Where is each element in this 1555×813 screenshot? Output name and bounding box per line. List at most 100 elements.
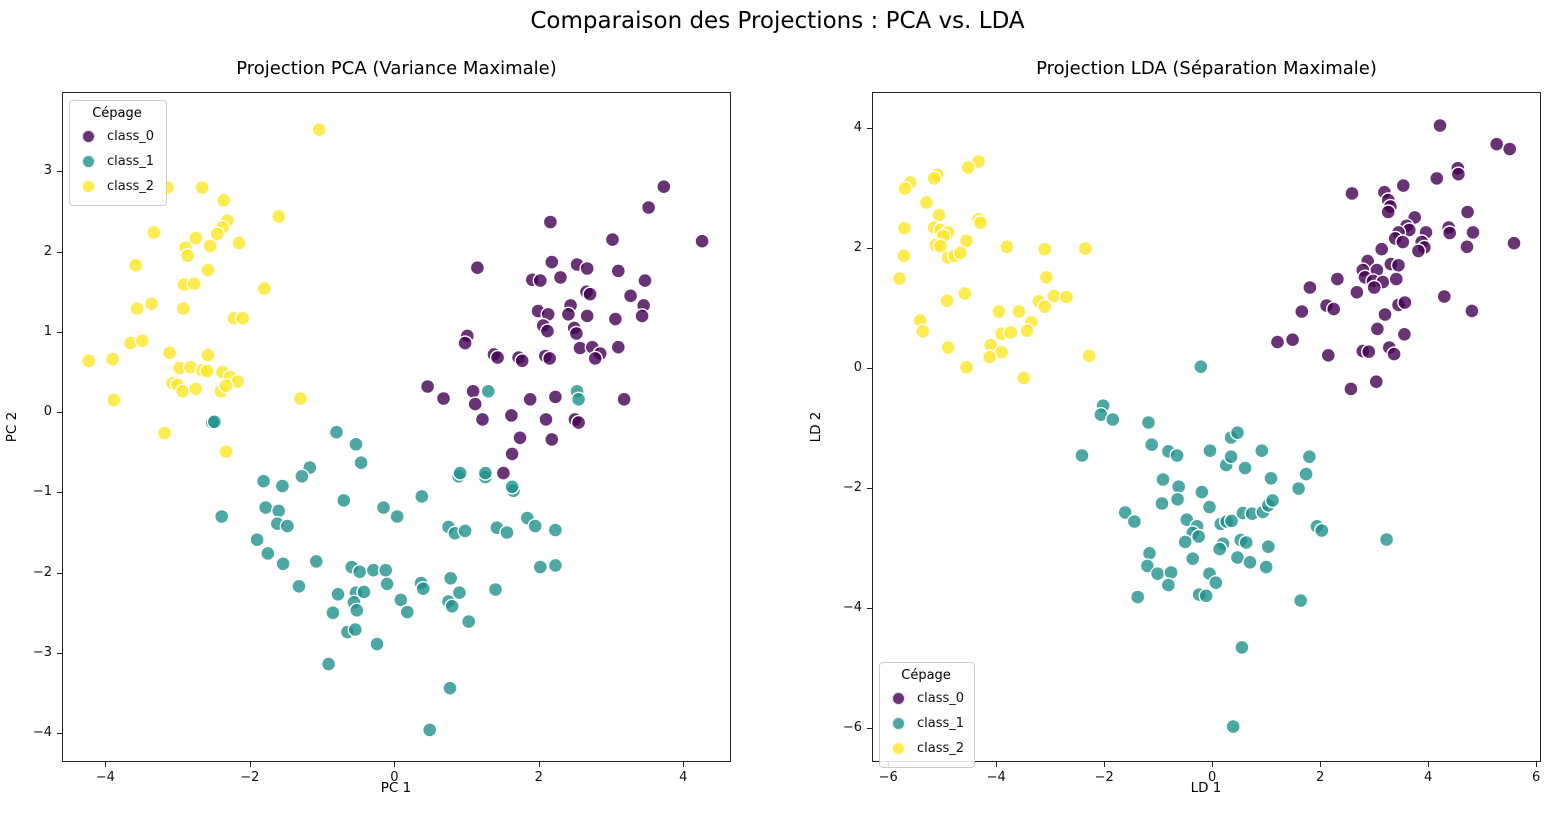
data-point-class_2	[1011, 303, 1027, 320]
pca-plot-area	[62, 92, 731, 762]
data-point-class_0	[1459, 239, 1475, 255]
legend-title: Cépage	[92, 106, 142, 121]
data-point-class_0	[489, 349, 506, 366]
y-tick-label: −4	[32, 725, 52, 741]
class-0-marker-icon	[892, 692, 905, 705]
y-tick-mark	[57, 733, 62, 735]
data-point-class_2	[896, 220, 913, 236]
data-point-class_1	[330, 586, 346, 602]
data-point-class_1	[1169, 491, 1186, 507]
data-point-class_1	[452, 465, 468, 481]
data-point-class_1	[308, 553, 325, 570]
data-point-class_1	[1260, 539, 1276, 555]
data-point-class_1	[275, 556, 291, 572]
data-point-class_1	[328, 424, 345, 440]
data-point-class_1	[457, 523, 473, 539]
data-point-class_1	[349, 602, 365, 618]
data-point-class_1	[1163, 564, 1179, 581]
data-point-class_1	[399, 604, 415, 620]
y-tick-mark	[867, 127, 872, 129]
data-point-class_1	[1225, 718, 1241, 735]
data-point-class_1	[1293, 592, 1309, 609]
data-point-class_1	[1234, 639, 1250, 656]
data-point-class_0	[495, 465, 512, 481]
data-point-class_1	[1301, 449, 1318, 465]
data-point-class_0	[419, 378, 436, 395]
data-point-class_1	[249, 532, 265, 548]
data-point-class_0	[542, 350, 558, 367]
data-point-class_1	[1212, 541, 1228, 557]
data-point-class_0	[640, 199, 657, 216]
data-point-class_1	[444, 598, 460, 614]
data-point-class_2	[891, 270, 908, 287]
data-point-class_2	[1037, 241, 1053, 257]
y-tick-mark	[867, 247, 872, 249]
data-point-class_2	[104, 351, 121, 367]
x-tick-mark	[1320, 762, 1322, 767]
data-point-class_2	[231, 235, 247, 251]
data-point-class_1	[415, 581, 431, 597]
y-tick-mark	[867, 487, 872, 489]
data-point-class_1	[1202, 443, 1218, 459]
x-tick-label: 2	[1316, 770, 1325, 785]
data-point-class_2	[200, 262, 216, 278]
data-point-class_1	[1126, 513, 1143, 530]
data-point-class_2	[200, 347, 216, 363]
class-1-marker-icon	[892, 717, 905, 730]
data-point-class_1	[257, 499, 274, 516]
y-tick-mark	[57, 412, 62, 414]
legend-item-class-0: class_0	[78, 124, 156, 149]
y-tick-label: −6	[842, 719, 862, 735]
data-point-class_1	[1201, 499, 1218, 515]
x-tick-mark	[1428, 762, 1430, 767]
data-point-class_0	[539, 323, 556, 339]
class-1-marker-icon	[82, 155, 95, 168]
data-point-class_2	[187, 381, 204, 397]
data-point-class_1	[451, 585, 468, 601]
x-tick-mark	[394, 762, 396, 767]
data-point-class_2	[106, 392, 122, 408]
data-point-class_1	[1223, 449, 1239, 465]
data-point-class_0	[1390, 257, 1407, 274]
data-point-class_1	[260, 545, 276, 562]
data-point-class_2	[896, 248, 912, 264]
y-tick-label: −1	[32, 484, 52, 500]
class-2-marker-icon	[892, 742, 905, 755]
data-point-class_0	[1410, 243, 1427, 259]
x-tick-mark	[538, 762, 540, 767]
x-tick-mark	[105, 762, 107, 767]
data-point-class_2	[958, 359, 975, 375]
data-point-class_2	[981, 349, 998, 365]
x-tick-label: 0	[390, 770, 399, 785]
data-point-class_2	[1003, 324, 1019, 341]
data-point-class_1	[1169, 447, 1185, 464]
data-point-class_2	[256, 280, 273, 297]
data-point-class_1	[1191, 528, 1207, 545]
data-point-class_2	[194, 179, 210, 196]
data-point-class_2	[1058, 289, 1075, 305]
y-tick-mark	[57, 572, 62, 574]
x-tick-label: 6	[1531, 770, 1541, 785]
data-point-class_2	[202, 238, 218, 254]
data-point-class_0	[616, 391, 632, 407]
data-point-class_0	[512, 430, 528, 446]
data-point-class_2	[897, 180, 913, 197]
data-point-class_2	[218, 443, 234, 460]
y-tick-mark	[57, 492, 62, 494]
data-point-class_2	[218, 378, 234, 394]
data-point-class_1	[1208, 575, 1224, 591]
data-point-class_1	[279, 518, 296, 534]
data-point-class_0	[465, 383, 481, 399]
data-point-class_0	[1388, 271, 1404, 287]
data-point-class_0	[582, 286, 598, 302]
data-point-class_1	[1193, 359, 1209, 375]
data-point-class_0	[1386, 346, 1402, 362]
lda-xaxis-label: LD 1	[1190, 780, 1222, 796]
y-tick-mark	[867, 607, 872, 609]
x-tick-mark	[1212, 762, 1214, 767]
legend-item-class-2: class_2	[888, 736, 964, 761]
legend-item-class-1: class_1	[888, 711, 964, 736]
data-point-class_0	[610, 339, 626, 355]
data-point-class_1	[1254, 443, 1270, 459]
data-point-class_1	[442, 680, 458, 696]
